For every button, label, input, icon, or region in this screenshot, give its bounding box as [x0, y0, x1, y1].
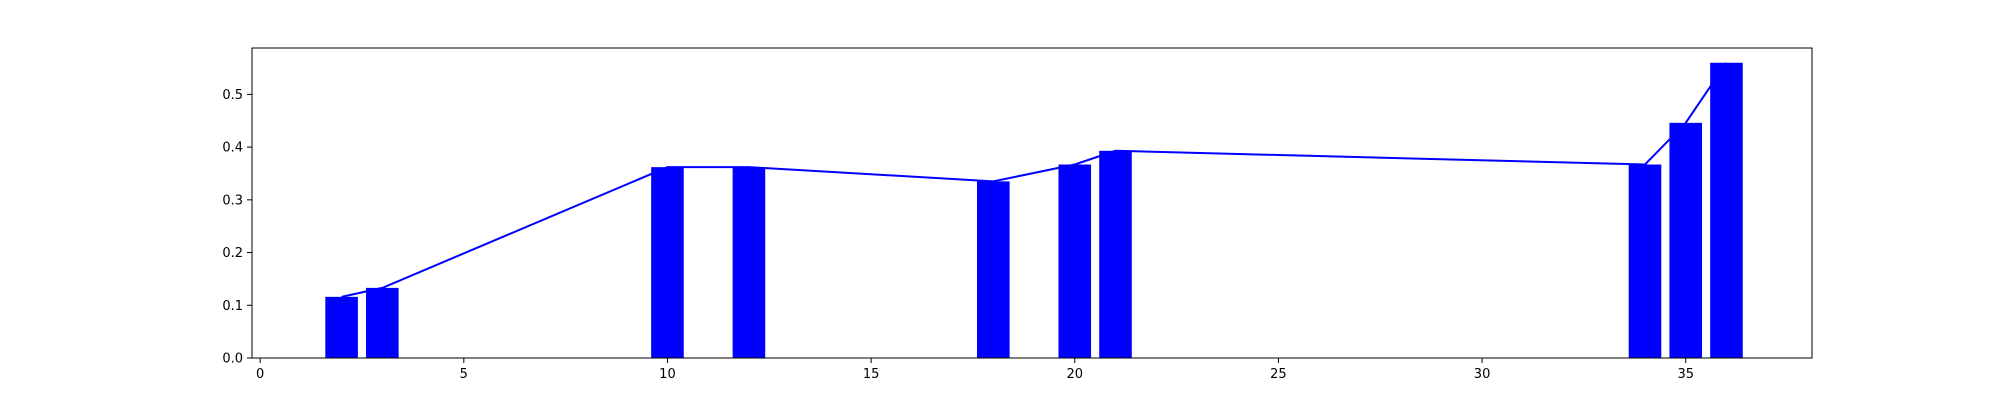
x-tick-label-0: 0 — [256, 367, 264, 382]
y-tick-label-0.1: 0.1 — [222, 299, 243, 314]
bar-35 — [1669, 122, 1703, 358]
y-tick-label-0.3: 0.3 — [222, 193, 243, 208]
y-tick-label-0.4: 0.4 — [222, 141, 243, 156]
bar-2 — [325, 296, 358, 358]
bar-36 — [1710, 62, 1743, 359]
x-tick-label-30: 30 — [1474, 367, 1491, 382]
bar-18 — [977, 181, 1010, 358]
series-line — [341, 62, 1728, 298]
x-tick-label-25: 25 — [1270, 367, 1287, 382]
x-tick-label-35: 35 — [1677, 367, 1694, 382]
bar-34 — [1628, 164, 1662, 358]
bar-3 — [366, 287, 399, 358]
line-layer — [341, 62, 1728, 298]
bar-10 — [651, 167, 684, 358]
bar-21 — [1099, 150, 1132, 358]
axes-frame — [251, 47, 1813, 359]
x-tick-label-10: 10 — [659, 367, 676, 382]
bars-layer — [325, 62, 1743, 359]
y-tick-label-0.2: 0.2 — [222, 246, 243, 261]
axes-layer: 0 5 10 15 20 25 30 35 0.0 0.1 0.2 0.3 0.4 0.5 — [222, 47, 1813, 382]
bar-20 — [1058, 164, 1092, 358]
bar-12 — [732, 167, 766, 358]
x-tick-label-15: 15 — [863, 367, 880, 382]
x-tick-label-5: 5 — [460, 367, 468, 382]
x-tick-label-20: 20 — [1066, 367, 1083, 382]
y-tick-label-0.5: 0.5 — [222, 88, 243, 103]
y-tick-label-0: 0.0 — [222, 352, 243, 367]
